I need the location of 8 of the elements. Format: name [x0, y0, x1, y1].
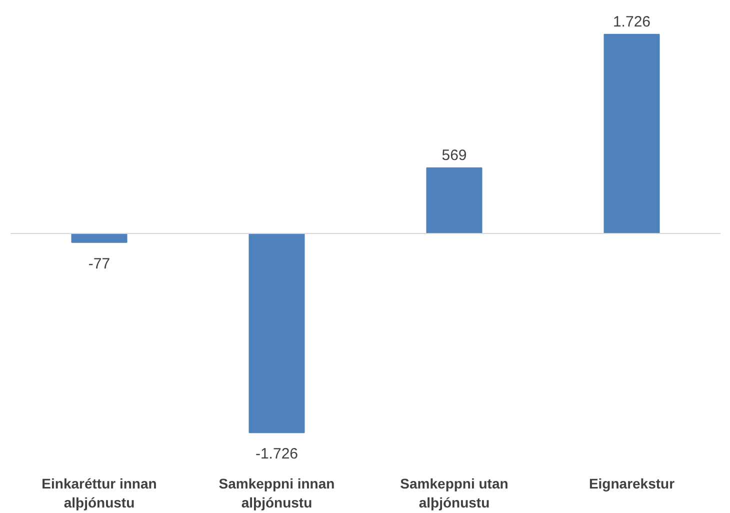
data-label: 569 — [442, 146, 467, 164]
x-tick-label: Einkaréttur innan alþjónustu — [42, 476, 157, 511]
data-label: -1.726 — [255, 446, 298, 463]
data-label: 1.726 — [612, 13, 651, 30]
x-tick-label: Samkeppni innan alþjónustu — [218, 476, 335, 511]
x-tick-label: Samkeppni utan alþjónustu — [400, 476, 508, 511]
data-label: -77 — [88, 255, 110, 272]
x-tick-label: Eignarekstur — [588, 476, 676, 492]
